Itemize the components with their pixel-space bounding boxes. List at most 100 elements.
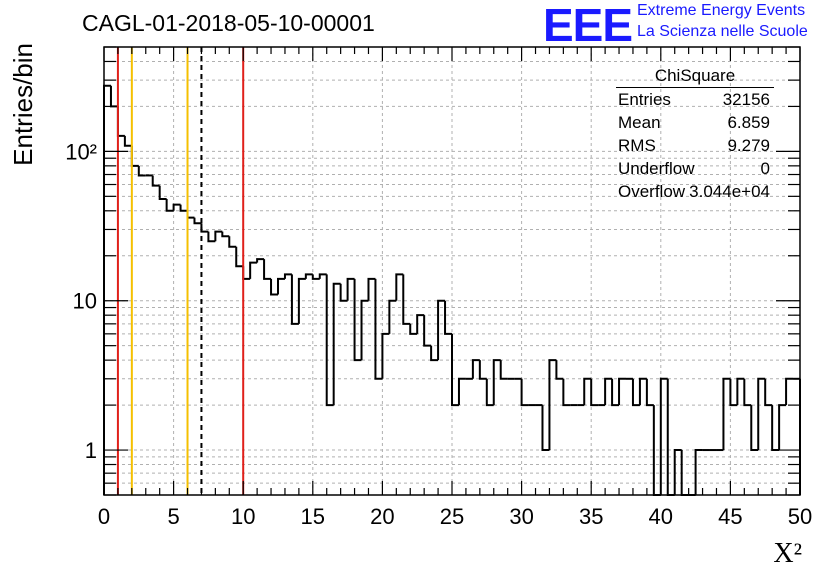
histogram-bin (311, 274, 320, 280)
histogram-bin (402, 274, 411, 325)
histogram-bin (618, 377, 626, 406)
histogram-bin (541, 405, 550, 452)
histogram-bin (277, 277, 285, 295)
stats-row-underflow: Underflow 0 (612, 159, 778, 182)
run-title: CAGL-01-2018-05-10-00001 (82, 10, 375, 36)
histogram-bin (666, 378, 675, 496)
x-tick-label: 5 (167, 504, 179, 529)
histogram-bin (103, 84, 111, 495)
histogram-bin (444, 300, 452, 335)
stats-row-overflow: Overflow 3.044e+04 (612, 182, 778, 205)
banner-line-1: Extreme Energy Events (637, 2, 806, 19)
histogram-bin (673, 449, 682, 495)
stats-row-mean: Mean 6.859 (612, 113, 778, 136)
histogram-bin (256, 258, 265, 263)
histogram-bin (492, 359, 501, 406)
histogram-bin (367, 277, 376, 301)
histogram-bin (604, 377, 613, 406)
stats-label: Entries (618, 90, 671, 109)
histogram-bin (631, 378, 640, 407)
histogram-bin (116, 106, 125, 137)
histogram-bin (200, 223, 209, 233)
y-tick-label: 10² (65, 139, 97, 164)
histogram-bin (611, 378, 620, 407)
y-tick-label: 1 (85, 438, 97, 463)
histogram-bin (750, 405, 759, 452)
histogram-bin (381, 332, 390, 379)
histogram-bin (186, 210, 195, 219)
histogram-bin (318, 273, 327, 279)
histogram-bin (130, 145, 139, 167)
x-tick-label: 30 (509, 504, 533, 529)
histogram-bin (123, 135, 132, 147)
y-axis-label: Entries/bin (8, 43, 38, 166)
x-tick-label: 10 (231, 504, 255, 529)
histogram-bin (409, 323, 418, 335)
histogram-bin (499, 360, 508, 380)
stats-value: 6.859 (727, 113, 770, 132)
histogram-bin (583, 377, 592, 406)
histogram-bin (332, 282, 341, 406)
histogram-bin (785, 377, 794, 406)
histogram-bin (478, 360, 487, 380)
stats-label: Overflow (618, 182, 686, 201)
histogram-bin (562, 378, 571, 407)
histogram-bin (457, 377, 466, 406)
histogram-bin (722, 377, 731, 451)
stats-value: 3.044e+04 (689, 182, 770, 201)
histogram-bin (694, 449, 703, 495)
histogram-bin (548, 359, 557, 451)
histogram-bin (179, 204, 188, 212)
histogram-bin (109, 85, 118, 108)
x-tick-label: 20 (370, 504, 394, 529)
histogram-bin (304, 273, 313, 279)
histogram-bin (172, 203, 181, 211)
histogram-bin (249, 261, 258, 279)
stats-box: ChiSquare Entries 32156 Mean 6.859 RMS 9… (612, 66, 778, 205)
histogram-bin (645, 378, 654, 407)
stats-label: RMS (618, 136, 656, 155)
stats-row-rms: RMS 9.279 (612, 136, 778, 159)
histogram-bin (263, 259, 272, 280)
histogram-bin (339, 283, 348, 302)
x-tick-label: 25 (440, 504, 464, 529)
stats-label: Underflow (618, 159, 695, 178)
histogram-bin (520, 378, 529, 407)
histogram-bin (736, 377, 745, 406)
x-tick-label: 50 (788, 504, 812, 529)
histogram-bin (374, 278, 383, 380)
histogram-bin (437, 299, 446, 361)
histogram-bin (555, 360, 564, 380)
stats-value: 32156 (722, 90, 770, 109)
histogram-bin (325, 274, 334, 407)
histogram-bin (228, 236, 237, 248)
histogram-bin (764, 378, 773, 407)
histogram-bin (743, 378, 752, 407)
histogram-bin (290, 274, 299, 325)
histogram-bin (388, 299, 397, 334)
histogram-bin (590, 378, 599, 407)
histogram-bin (659, 377, 668, 495)
histogram-bin (137, 165, 146, 177)
histogram-bin (416, 314, 425, 334)
stats-label: Mean (618, 113, 661, 132)
histogram-bin (729, 378, 738, 407)
histogram-bin (158, 185, 167, 200)
histogram-bin (165, 198, 174, 212)
histogram-bin (638, 377, 647, 406)
histogram-bin (242, 266, 251, 280)
histogram-bin (471, 359, 480, 379)
histogram-bin (346, 277, 355, 301)
histogram-bin (771, 405, 780, 452)
histogram-bin (757, 377, 766, 451)
marker-lines-layer (116, 47, 245, 495)
x-tick-label: 40 (649, 504, 673, 529)
histogram-bin (270, 278, 278, 296)
histogram-bin (214, 230, 223, 242)
histogram-bin (207, 231, 216, 243)
histogram-bin (283, 273, 292, 279)
histogram-bin (430, 345, 439, 362)
stats-row-entries: Entries 32156 (612, 90, 778, 113)
stats-value: 0 (760, 159, 770, 178)
